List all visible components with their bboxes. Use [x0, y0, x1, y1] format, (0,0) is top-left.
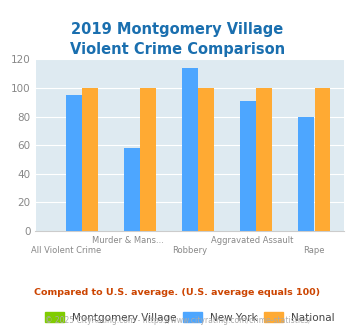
Bar	[82, 88, 98, 231]
Text: © 2025 CityRating.com - https://www.cityrating.com/crime-statistics/: © 2025 CityRating.com - https://www.city…	[45, 316, 310, 325]
Text: 2019 Montgomery Village
Violent Crime Comparison: 2019 Montgomery Village Violent Crime Co…	[70, 22, 285, 57]
Bar	[198, 88, 214, 231]
Text: Murder & Mans...: Murder & Mans...	[92, 236, 164, 245]
Text: Compared to U.S. average. (U.S. average equals 100): Compared to U.S. average. (U.S. average …	[34, 287, 321, 297]
Bar	[140, 88, 156, 231]
Text: All Violent Crime: All Violent Crime	[31, 246, 102, 255]
Bar	[124, 148, 140, 231]
Text: Rape: Rape	[303, 246, 324, 255]
Bar	[315, 88, 330, 231]
Bar	[256, 88, 272, 231]
Bar	[182, 68, 198, 231]
Bar	[240, 101, 256, 231]
Bar	[298, 116, 314, 231]
Text: Robbery: Robbery	[173, 246, 207, 255]
Text: Aggravated Assault: Aggravated Assault	[211, 236, 293, 245]
Bar	[66, 95, 82, 231]
Legend: Montgomery Village, New York, National: Montgomery Village, New York, National	[41, 308, 339, 327]
